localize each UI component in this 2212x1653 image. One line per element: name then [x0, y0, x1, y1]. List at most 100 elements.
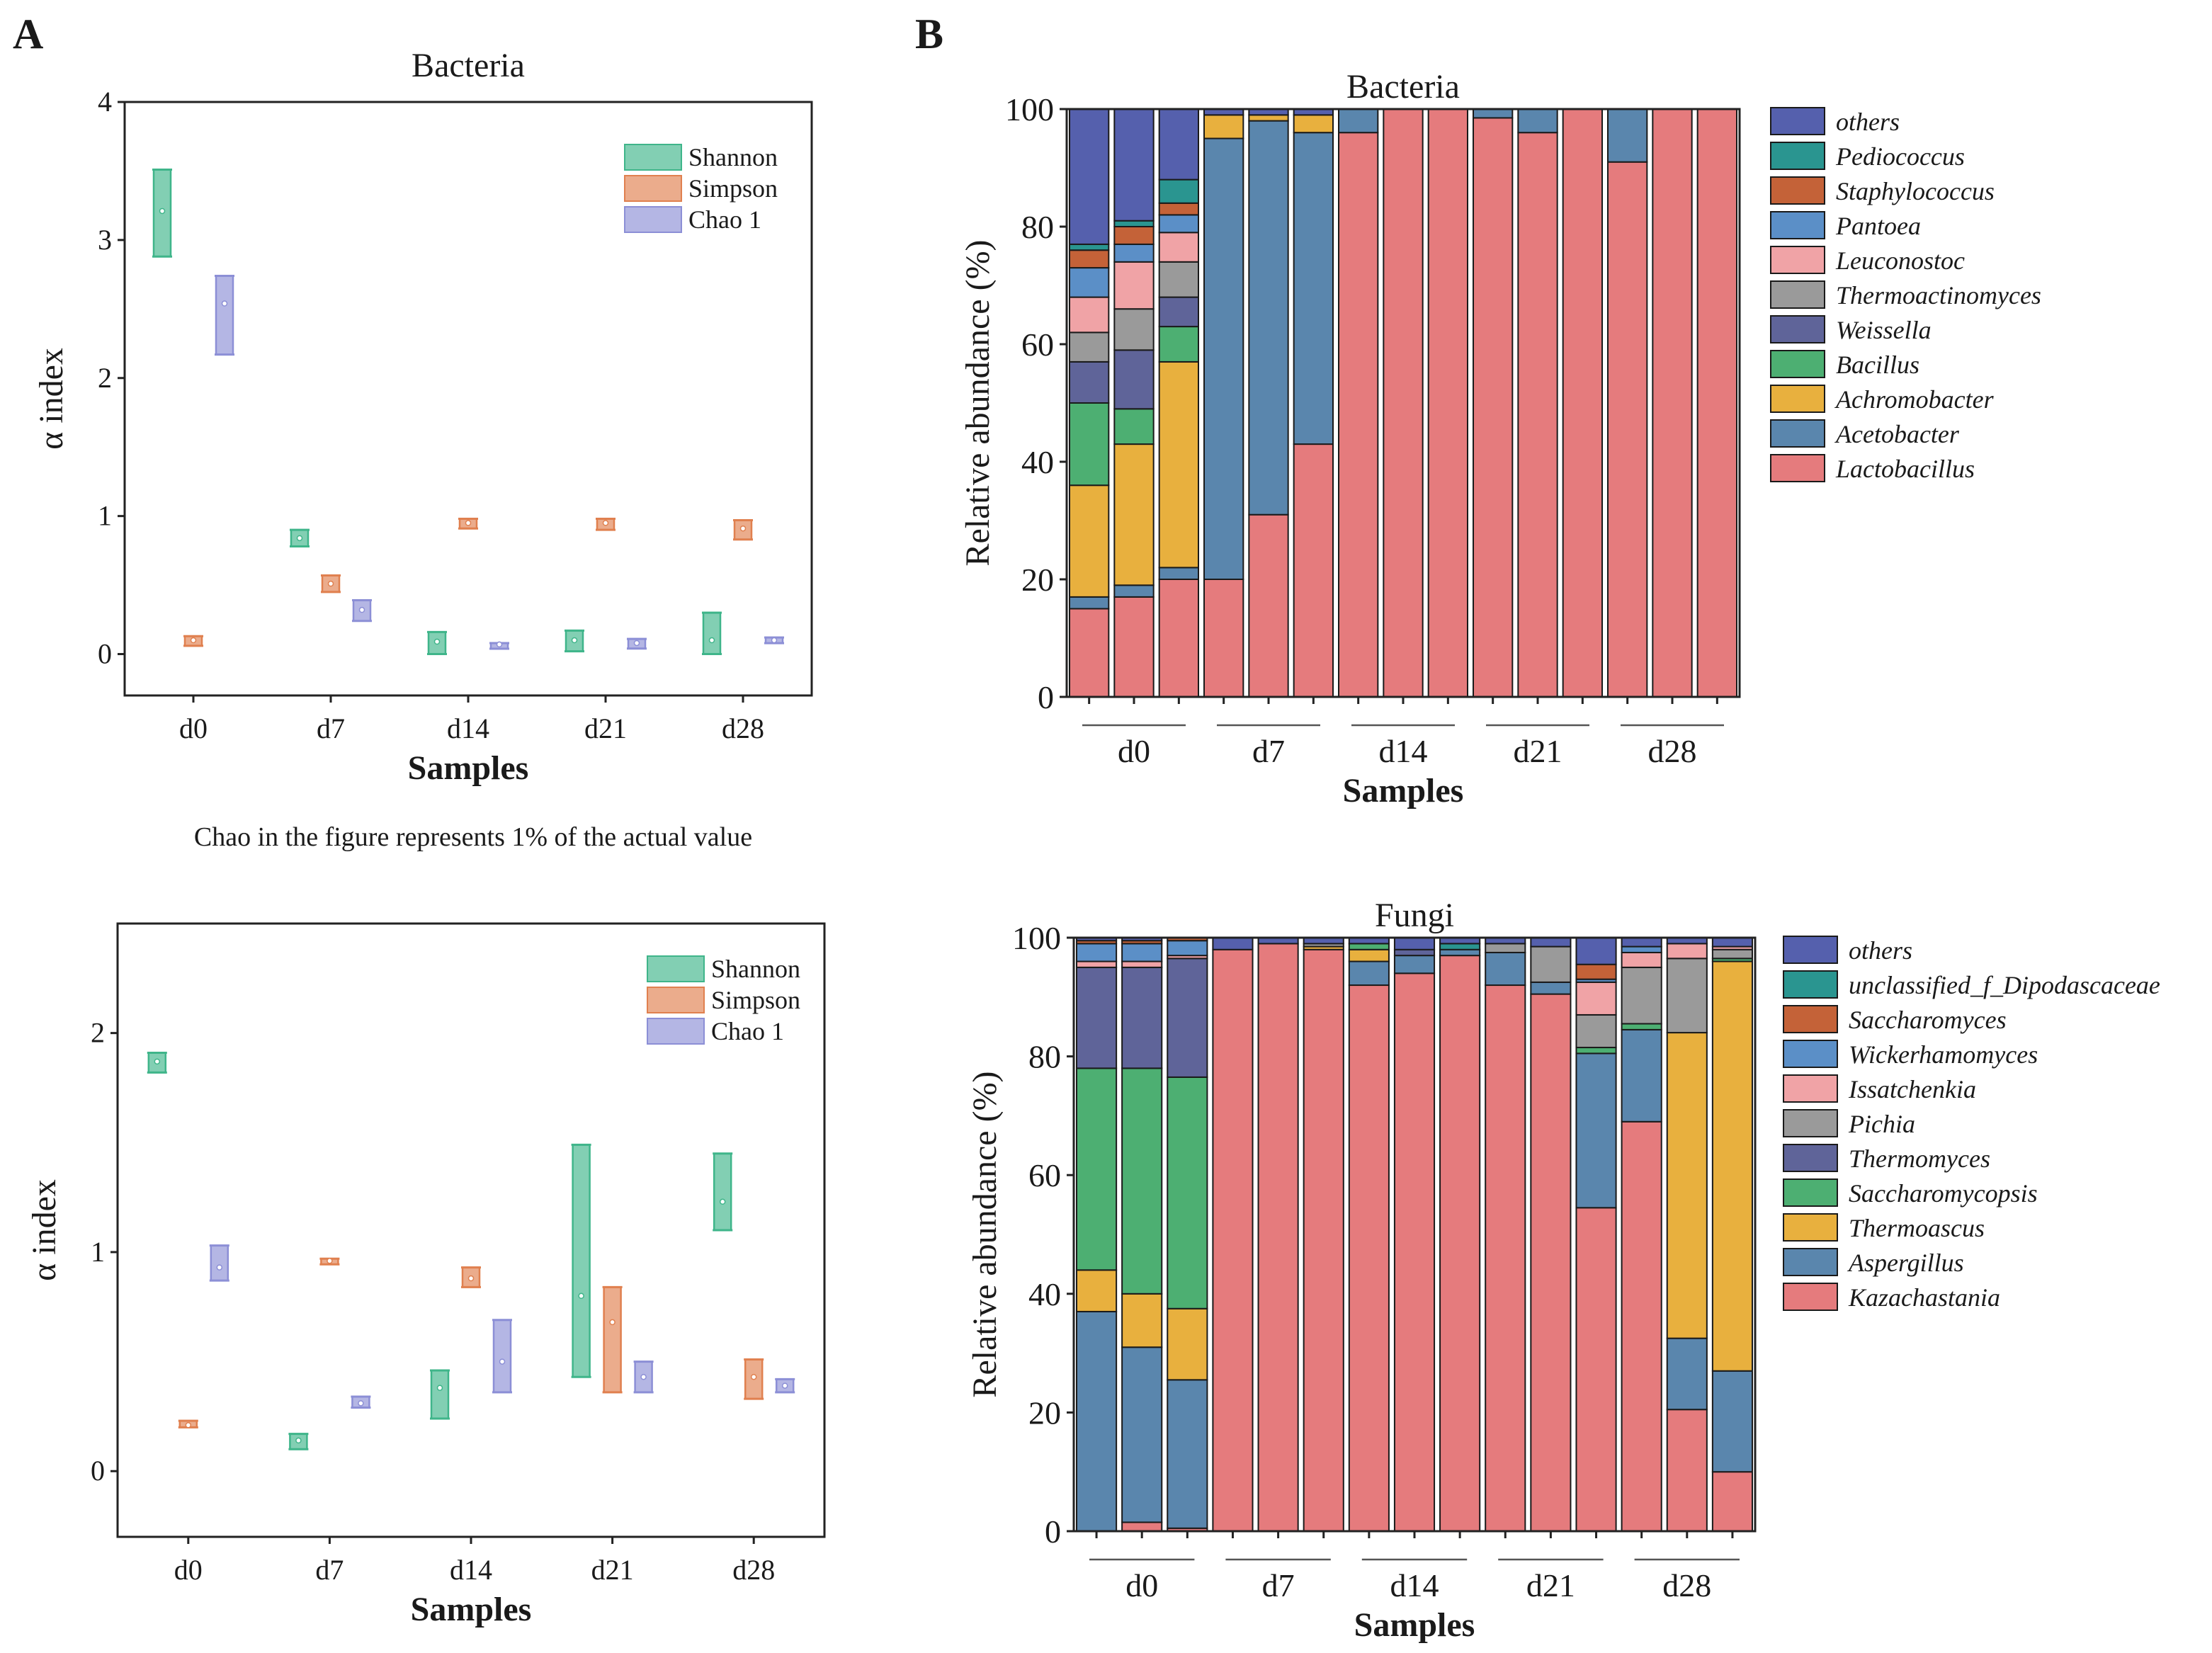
- group-label: d21: [1526, 1567, 1575, 1603]
- x-tick-label: d28: [722, 712, 764, 744]
- bar-segment-aspergillus: [1575, 1052, 1617, 1209]
- box-median-dot: [640, 1373, 647, 1380]
- bar-segment-lactobacillus: [1338, 132, 1379, 698]
- bar-segment-lactobacillus: [1562, 108, 1604, 698]
- bar-segment-staphylococcus: [1113, 226, 1155, 245]
- legend-label-others: others: [1849, 936, 1912, 965]
- bar-segment-issatchenkia: [1076, 960, 1118, 968]
- legend-label-others: others: [1836, 108, 1900, 136]
- y-tick-label: 0: [1045, 1513, 1061, 1550]
- legend-label-shannon: Shannon: [711, 955, 800, 983]
- legend-label-pichia: Pichia: [1848, 1110, 1915, 1138]
- bar-segment-kazachastania: [1257, 943, 1299, 1532]
- group-label: d14: [1379, 733, 1428, 769]
- box-median-dot: [221, 300, 228, 307]
- legend-swatch-shannon: [624, 144, 682, 171]
- bar-segment-acetobacter: [1248, 120, 1289, 516]
- legend-label-thermoactinomyces: Thermoactinomyces: [1836, 281, 2041, 309]
- legend-swatch-aspergillus: [1783, 1248, 1838, 1276]
- bar-segment-issatchenkia: [1666, 943, 1708, 960]
- group-label: d14: [1390, 1567, 1439, 1603]
- bar-segment-leuconostoc: [1113, 261, 1155, 310]
- bar-segment-others: [1621, 937, 1662, 948]
- legend-label-saccharomyces: Saccharomyces: [1849, 1006, 2007, 1034]
- bar-segment-aspergillus: [1711, 1370, 1754, 1473]
- box-median-dot: [602, 520, 609, 526]
- bar-segment-pichia: [1621, 966, 1662, 1025]
- box-median-dot: [159, 208, 166, 215]
- bar-segment-acetobacter: [1113, 584, 1155, 598]
- legend-swatch-unclassified-f-dipodascaceae: [1783, 970, 1838, 999]
- legend-swatch-others: [1770, 107, 1825, 135]
- bar-segment-lactobacillus: [1158, 579, 1199, 698]
- box-chao-1-d0: [215, 275, 234, 356]
- y-axis-label: α index: [33, 348, 70, 450]
- legend-swatch-chao-1: [624, 206, 682, 233]
- bar-segment-leuconostoc: [1158, 232, 1199, 263]
- bar-segment-pantoea: [1113, 243, 1155, 263]
- bar-segment-wickerhamomyces: [1076, 943, 1118, 962]
- bar-segment-weissella: [1113, 349, 1155, 410]
- box-median-dot: [216, 1264, 223, 1271]
- x-tick-label: d14: [447, 712, 489, 744]
- bar-segment-thermoascus: [1666, 1032, 1708, 1339]
- bar-segment-aspergillus: [1439, 948, 1481, 957]
- group-label: d0: [1125, 1567, 1158, 1603]
- x-tick-label: d7: [317, 712, 345, 744]
- y-tick-label: 60: [1028, 1157, 1061, 1193]
- bar-segment-pediococcus: [1158, 178, 1199, 204]
- bar-segment-acetobacter: [1517, 108, 1558, 134]
- legend-label-lactobacillus: Lactobacillus: [1835, 455, 1975, 483]
- y-tick-label: 0: [1038, 679, 1054, 715]
- bar-segment-thermomyces: [1076, 966, 1118, 1069]
- bar-segment-thermoascus: [1348, 948, 1390, 962]
- legend-label-wickerhamomyces: Wickerhamomyces: [1849, 1040, 2038, 1069]
- group-label: d0: [1118, 733, 1150, 769]
- legend-label-chao-1: Chao 1: [711, 1017, 784, 1045]
- legend-swatch-saccharomyces: [1783, 1005, 1838, 1033]
- group-label: d7: [1252, 733, 1285, 769]
- legend-swatch-wickerhamomyces: [1783, 1040, 1838, 1068]
- box-median-dot: [719, 1198, 726, 1205]
- bar-segment-saccharomycopsis: [1575, 1047, 1617, 1055]
- legend-label-weissella: Weissella: [1836, 316, 1932, 344]
- box-median-dot: [190, 637, 197, 644]
- box-median-dot: [708, 637, 715, 644]
- legend-label-bacillus: Bacillus: [1836, 351, 1919, 379]
- x-tick-label: d7: [315, 1554, 344, 1586]
- legend-label-simpson: Simpson: [711, 986, 800, 1014]
- bar-segment-saccharomyces: [1575, 963, 1617, 980]
- bar-segment-issatchenkia: [1575, 981, 1617, 1016]
- bar-segment-aspergillus: [1621, 1028, 1662, 1123]
- alpha-fungi-chart: 0 1 2 d0 d7 d14 d21 d28 α index Samples Shannon Sim…: [25, 922, 826, 1628]
- y-tick-label: 0: [98, 638, 112, 670]
- bar-segment-pediococcus: [1113, 220, 1155, 228]
- y-tick-label: 20: [1021, 562, 1054, 598]
- y-tick-label: 1: [98, 500, 112, 532]
- bar-segment-others: [1393, 937, 1436, 950]
- bar-segment-thermoascus: [1076, 1269, 1118, 1312]
- bar-segment-thermoascus: [1167, 1307, 1208, 1381]
- bar-segment-wickerhamomyces: [1167, 940, 1208, 957]
- bar-segment-thermomyces: [1121, 966, 1163, 1069]
- legend-swatch-achromobacter: [1770, 385, 1825, 413]
- y-tick-label: 20: [1028, 1394, 1061, 1431]
- bar-segment-others: [1113, 108, 1155, 222]
- box-chao-1-d14: [492, 1319, 512, 1394]
- box-median-dot: [496, 641, 503, 648]
- legend-label-chao-1: Chao 1: [688, 205, 761, 234]
- y-tick-label: 0: [91, 1455, 105, 1487]
- bar-segment-lactobacillus: [1652, 108, 1693, 698]
- bar-segment-thermoactinomyces: [1158, 261, 1199, 298]
- box-median-dot: [358, 606, 365, 613]
- bar-segment-pichia: [1575, 1013, 1617, 1049]
- legend-label-simpson: Simpson: [688, 174, 778, 203]
- y-tick-label: 40: [1028, 1276, 1061, 1312]
- bar-segment-lactobacillus: [1069, 608, 1110, 698]
- bar-segment-others: [1069, 108, 1110, 245]
- y-tick-label: 80: [1021, 209, 1054, 245]
- y-tick-label: 40: [1021, 444, 1054, 480]
- legend-swatch-pediococcus: [1770, 142, 1825, 170]
- legend-label-issatchenkia: Issatchenkia: [1848, 1075, 1976, 1103]
- box-median-dot: [185, 1422, 192, 1428]
